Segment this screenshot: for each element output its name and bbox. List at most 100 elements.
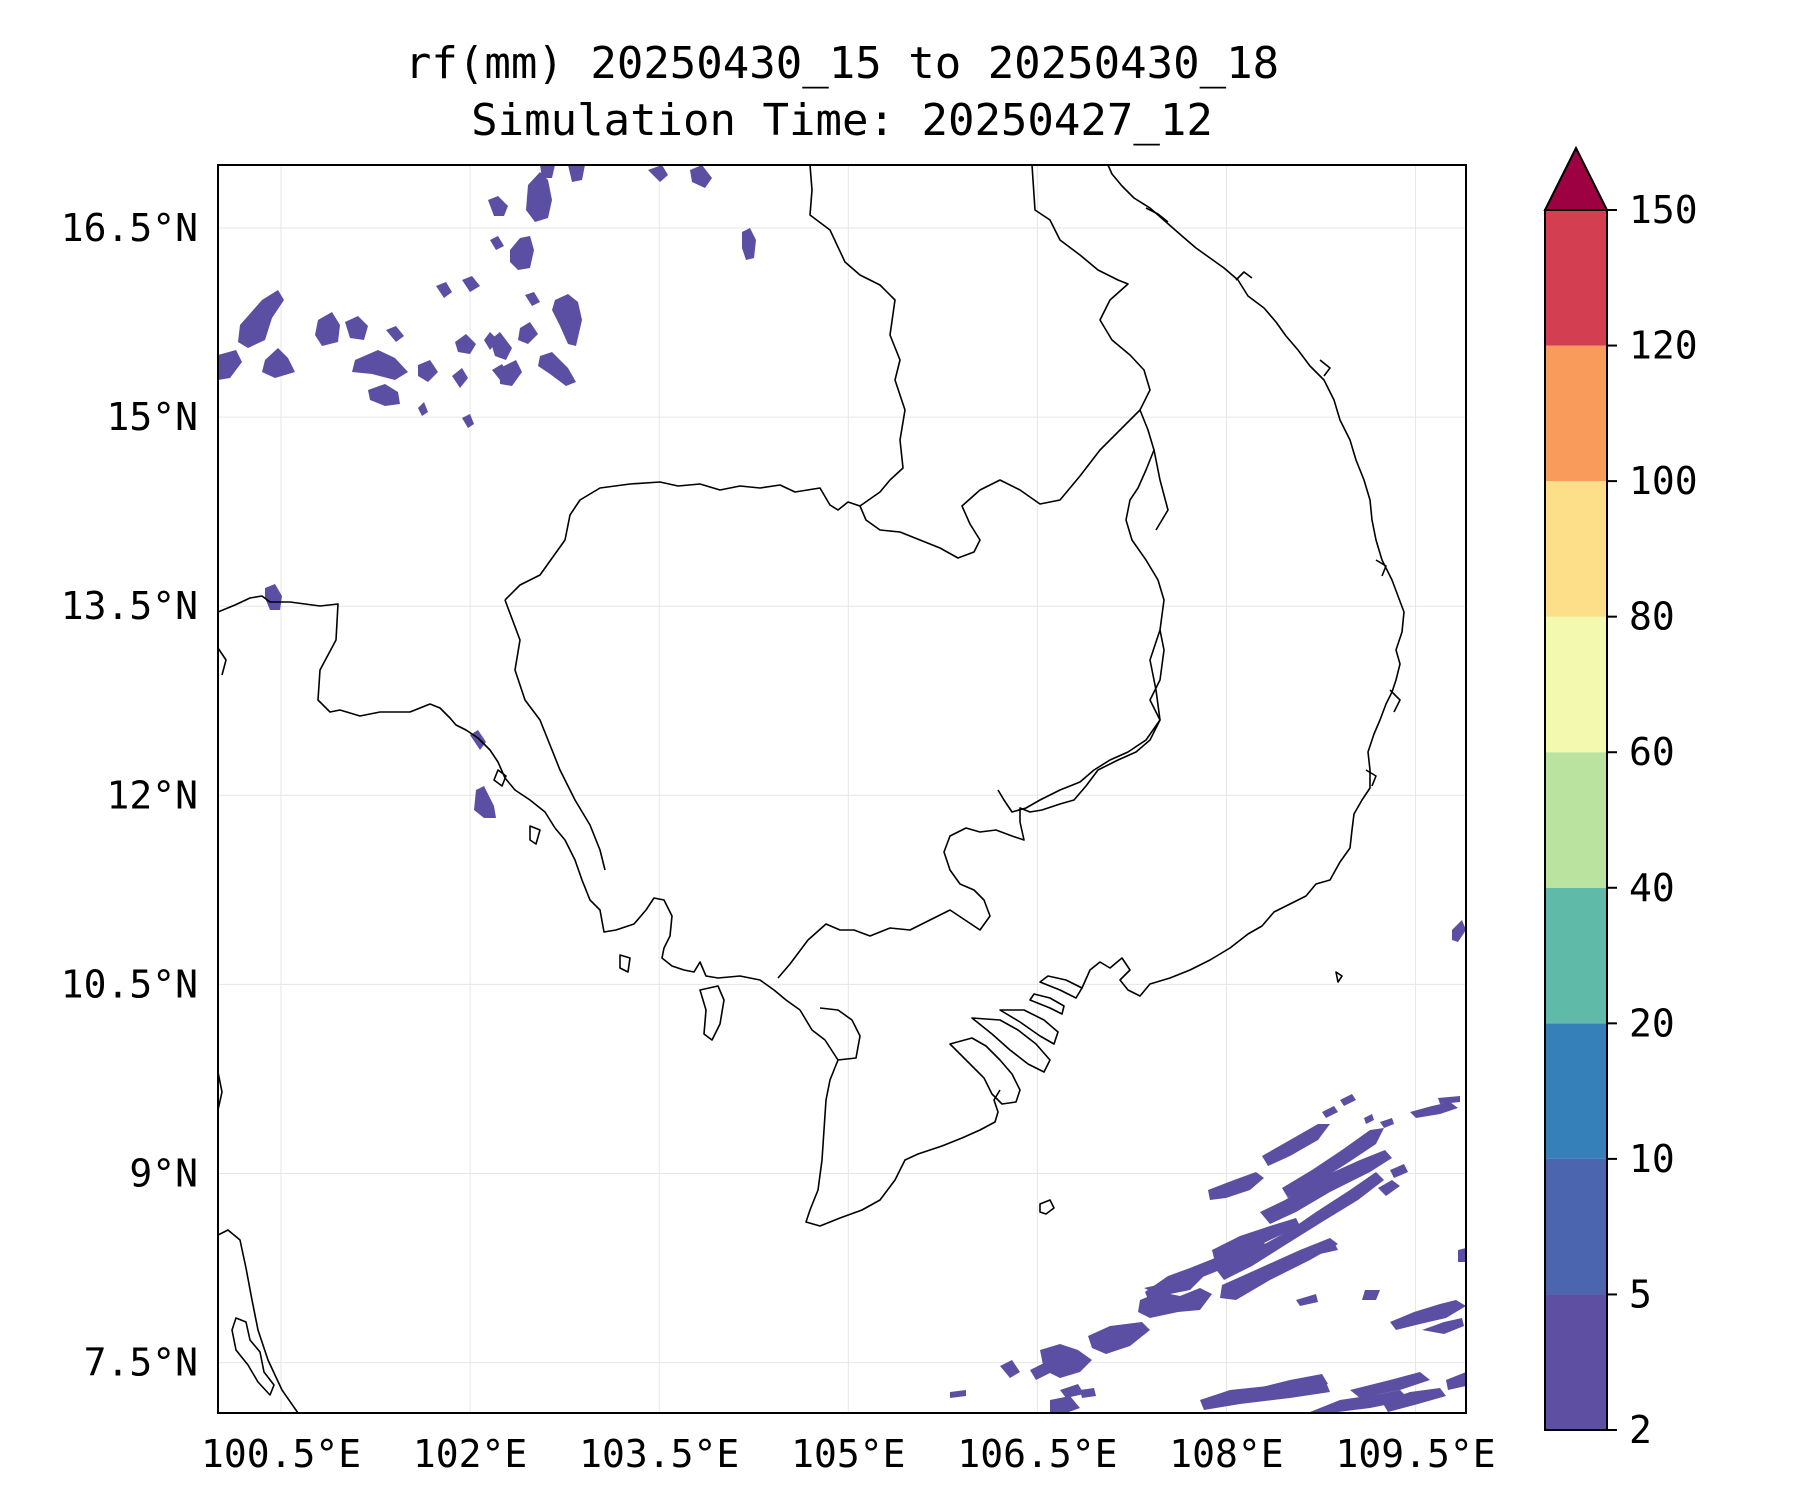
colorbar-extend-triangle [1543, 145, 1609, 211]
rain-patch [1030, 1362, 1052, 1380]
colorbar-tick-label: 100 [1629, 459, 1698, 503]
rain-patch [1282, 1128, 1384, 1198]
colorbar-tick-label: 5 [1629, 1272, 1652, 1316]
border-line [504, 165, 906, 601]
coastline [971, 1017, 1051, 1073]
colorbar-segment [1545, 1294, 1607, 1430]
rain-patch [238, 290, 284, 348]
rain-patch [1000, 1360, 1020, 1378]
rain-patch [455, 334, 476, 354]
y-tick-label: 12°N [106, 773, 198, 817]
colorbar-tick-label: 80 [1629, 595, 1675, 639]
y-tick-label: 13.5°N [61, 584, 198, 628]
rain-patch [1362, 1290, 1380, 1300]
y-axis-ticks: 16.5°N 15°N 13.5°N 12°N 10.5°N 9°N 7.5°N [61, 206, 198, 1385]
rain-patch [418, 360, 438, 382]
rain-patch [368, 384, 400, 406]
gridlines [218, 165, 1466, 1413]
rain-patch [1296, 1294, 1318, 1306]
y-tick-label: 16.5°N [61, 206, 198, 250]
coastline [1029, 993, 1065, 1015]
coastline [699, 985, 725, 1041]
coastlines-borders [218, 165, 1405, 1413]
rain-patch [552, 294, 582, 346]
rain-patch [1260, 1150, 1392, 1224]
rain-patch [1144, 1270, 1204, 1296]
rain-patch [742, 228, 756, 260]
rain-patch [1380, 1118, 1394, 1128]
border-line [1153, 449, 1169, 531]
rain-patch [1310, 1390, 1410, 1413]
rain-patch [262, 348, 295, 378]
rainfall-contours [218, 165, 1466, 1413]
coastline [619, 954, 631, 973]
rain-patch [540, 165, 555, 178]
colorbar-tick-label: 20 [1629, 1001, 1675, 1045]
rain-patch [315, 312, 340, 346]
rain-patch [648, 165, 668, 182]
rain-patch [538, 352, 576, 386]
rain-patch [1088, 1322, 1150, 1354]
coastline [218, 647, 227, 676]
coastline [999, 1009, 1059, 1045]
rain-patch [1318, 1242, 1338, 1254]
rain-patch [1390, 1300, 1466, 1330]
map-frame [217, 164, 1467, 1414]
coastline [218, 1229, 299, 1413]
x-tick-label: 100.5°E [201, 1432, 361, 1476]
rain-patch [525, 292, 540, 306]
colorbar-segment [1545, 1158, 1607, 1295]
coastline [231, 1317, 275, 1396]
rain-patch [490, 236, 504, 250]
coastline [1319, 359, 1331, 377]
rain-patch [1364, 1114, 1374, 1124]
rain-patch [500, 360, 522, 386]
rain-patch [1458, 1248, 1466, 1262]
rain-patch [526, 172, 552, 222]
colorbar-tick-label: 40 [1629, 866, 1675, 910]
rain-patch [1080, 1388, 1096, 1398]
y-tick-label: 7.5°N [84, 1341, 198, 1385]
rain-patch [1350, 1372, 1430, 1398]
border-line [504, 599, 606, 871]
coastline [218, 1071, 223, 1111]
coastline [1145, 207, 1169, 223]
rain-patch [352, 350, 408, 380]
border-line [777, 629, 1165, 979]
colorbar-segment [1545, 210, 1607, 346]
rain-patch [490, 332, 512, 360]
colorbar: 2 5 10 20 40 60 80 100 120 150 [1543, 145, 1698, 1452]
colorbar-segment [1545, 616, 1607, 753]
x-tick-label: 108°E [1169, 1432, 1283, 1476]
rain-patch [1208, 1172, 1264, 1200]
colorbar-segment [1545, 887, 1607, 1024]
rain-patch [1390, 1164, 1408, 1178]
border-line [997, 165, 1165, 813]
coastline [1365, 769, 1377, 787]
rain-patch [1212, 1218, 1300, 1262]
rain-patch [1340, 1094, 1356, 1106]
x-tick-label: 103.5°E [579, 1432, 739, 1476]
rain-patch [265, 584, 282, 610]
y-tick-label: 9°N [129, 1151, 198, 1195]
rain-patch [452, 368, 468, 388]
colorbar-segment [1545, 345, 1607, 482]
rain-patch [1382, 1388, 1446, 1412]
border-line [859, 409, 1141, 559]
colorbar-frame [1544, 209, 1608, 1431]
coastline [1235, 271, 1253, 281]
rain-patch [1220, 1238, 1338, 1300]
rain-patch [510, 236, 534, 270]
coastline [949, 1037, 1021, 1105]
rain-patch [488, 196, 508, 216]
coastline [529, 825, 541, 845]
rain-patch [462, 414, 474, 428]
coastline [1039, 1199, 1055, 1215]
coastline [1375, 559, 1387, 577]
rain-patch [386, 326, 404, 342]
rain-patch [474, 786, 496, 818]
rain-patch [1040, 1344, 1092, 1378]
title-line-2: Simulation Time: 20250427_12 [471, 95, 1213, 146]
